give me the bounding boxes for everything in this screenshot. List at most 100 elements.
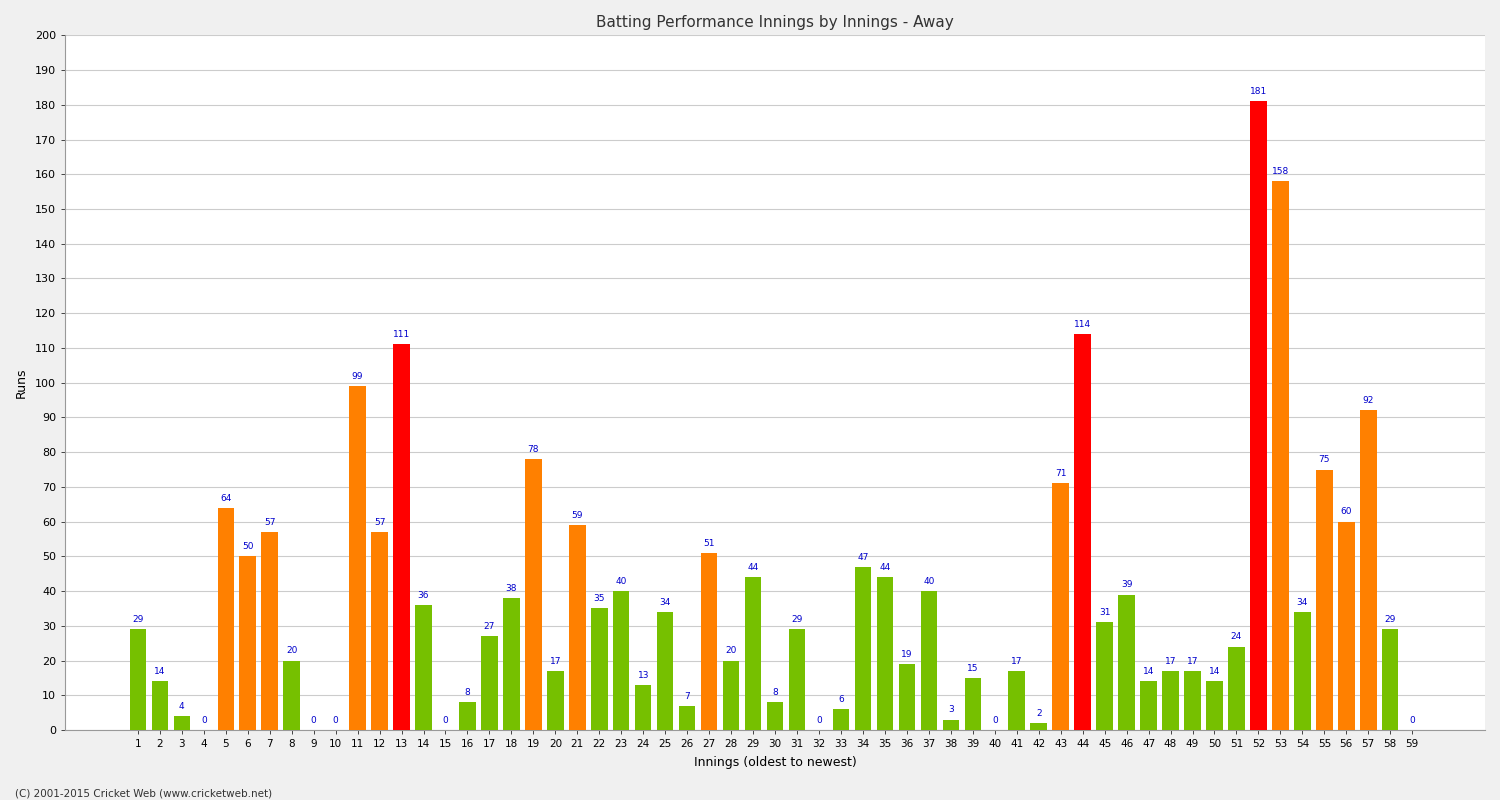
Text: 40: 40 (615, 577, 627, 586)
Text: 38: 38 (506, 584, 518, 593)
Bar (614, 591, 630, 730)
Text: 17: 17 (549, 657, 561, 666)
Bar (1338, 522, 1354, 730)
Bar (240, 556, 256, 730)
Text: 29: 29 (792, 615, 802, 624)
Bar (1096, 622, 1113, 730)
Bar (921, 591, 938, 730)
Text: 64: 64 (220, 494, 231, 502)
Bar (1382, 630, 1398, 730)
Text: 34: 34 (660, 598, 670, 606)
Text: 51: 51 (704, 538, 716, 548)
Bar (174, 716, 190, 730)
Bar (1074, 334, 1090, 730)
Bar (680, 706, 696, 730)
Bar (766, 702, 783, 730)
Text: 47: 47 (856, 553, 868, 562)
Text: 27: 27 (483, 622, 495, 631)
Text: 13: 13 (638, 670, 650, 680)
Text: 44: 44 (879, 563, 891, 572)
Text: 8: 8 (465, 688, 471, 697)
Bar (942, 720, 958, 730)
Text: 0: 0 (310, 716, 316, 725)
Text: 60: 60 (1341, 507, 1352, 517)
Bar (129, 630, 146, 730)
Title: Batting Performance Innings by Innings - Away: Batting Performance Innings by Innings -… (596, 15, 954, 30)
Text: 181: 181 (1250, 87, 1268, 96)
Bar (1030, 723, 1047, 730)
Bar (1206, 682, 1222, 730)
Text: 29: 29 (1384, 615, 1396, 624)
Text: 20: 20 (286, 646, 297, 655)
Text: 50: 50 (242, 542, 254, 551)
Text: 114: 114 (1074, 320, 1090, 329)
Text: 14: 14 (154, 667, 165, 676)
Bar (1008, 671, 1025, 730)
Text: 20: 20 (726, 646, 736, 655)
Text: 34: 34 (1296, 598, 1308, 606)
Text: 0: 0 (1410, 716, 1414, 725)
Bar (1316, 470, 1332, 730)
Text: 2: 2 (1036, 709, 1041, 718)
Bar (284, 661, 300, 730)
Text: 158: 158 (1272, 167, 1288, 176)
Bar (1053, 483, 1070, 730)
Text: 59: 59 (572, 511, 584, 520)
Text: 92: 92 (1362, 396, 1374, 406)
Text: 31: 31 (1100, 608, 1110, 617)
Text: 99: 99 (352, 372, 363, 381)
Bar (746, 577, 762, 730)
Bar (657, 612, 674, 730)
Text: 44: 44 (747, 563, 759, 572)
Bar (393, 345, 410, 730)
Bar (482, 636, 498, 730)
Text: 40: 40 (922, 577, 934, 586)
Bar (1360, 410, 1377, 730)
Bar (1162, 671, 1179, 730)
Text: 19: 19 (902, 650, 912, 659)
Text: 71: 71 (1054, 470, 1066, 478)
Text: 0: 0 (816, 716, 822, 725)
Text: 6: 6 (839, 695, 844, 704)
Bar (1119, 594, 1136, 730)
Text: 0: 0 (442, 716, 448, 725)
Text: 4: 4 (178, 702, 184, 711)
Bar (789, 630, 806, 730)
Bar (876, 577, 892, 730)
Text: 14: 14 (1209, 667, 1219, 676)
Text: 0: 0 (333, 716, 339, 725)
Text: 29: 29 (132, 615, 144, 624)
Bar (723, 661, 740, 730)
Bar (152, 682, 168, 730)
Bar (591, 609, 608, 730)
Bar (700, 553, 717, 730)
Text: 57: 57 (264, 518, 276, 527)
Bar (503, 598, 519, 730)
Bar (372, 532, 388, 730)
Text: 39: 39 (1120, 580, 1132, 590)
Bar (1228, 646, 1245, 730)
Bar (1250, 102, 1266, 730)
Text: 3: 3 (948, 706, 954, 714)
Bar (416, 605, 432, 730)
Bar (548, 671, 564, 730)
Bar (1294, 612, 1311, 730)
Bar (459, 702, 476, 730)
Text: 0: 0 (992, 716, 998, 725)
Bar (568, 525, 585, 730)
Bar (350, 386, 366, 730)
Bar (261, 532, 278, 730)
Text: 111: 111 (393, 330, 410, 339)
Bar (1272, 182, 1288, 730)
Text: 17: 17 (1011, 657, 1023, 666)
Text: 75: 75 (1318, 455, 1330, 464)
Y-axis label: Runs: Runs (15, 367, 28, 398)
Bar (634, 685, 651, 730)
Text: 7: 7 (684, 691, 690, 701)
Text: 17: 17 (1166, 657, 1176, 666)
Text: 15: 15 (968, 664, 978, 673)
Bar (855, 566, 871, 730)
Bar (1185, 671, 1200, 730)
Text: 57: 57 (374, 518, 386, 527)
Bar (833, 709, 849, 730)
